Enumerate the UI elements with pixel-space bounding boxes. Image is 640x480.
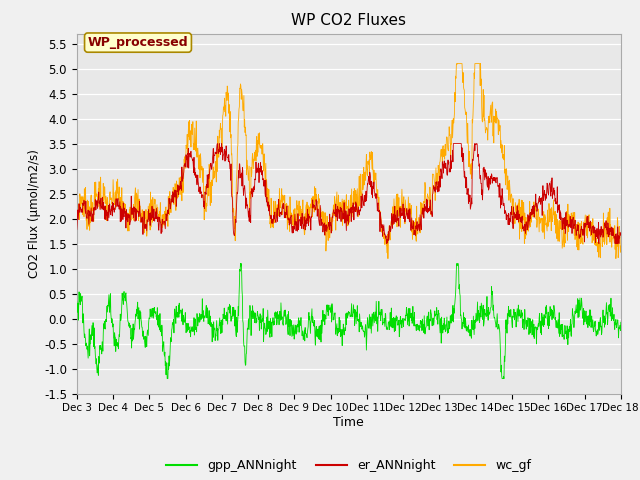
wc_gf [73, 192, 81, 198]
wc_gf [255, 132, 262, 137]
er_ANNnight [617, 232, 625, 238]
wc_gf [180, 161, 188, 167]
X-axis label: Time: Time [333, 416, 364, 429]
Line: er_ANNnight: er_ANNnight [77, 144, 621, 243]
er_ANNnight [73, 227, 81, 232]
wc_gf [505, 197, 513, 203]
er_ANNnight [383, 240, 390, 247]
er_ANNnight [434, 189, 442, 195]
er_ANNnight [180, 163, 188, 168]
gpp_ANNnight [505, 313, 513, 319]
Title: WP CO2 Fluxes: WP CO2 Fluxes [291, 13, 406, 28]
er_ANNnight [505, 211, 513, 217]
gpp_ANNnight [73, 298, 81, 304]
gpp_ANNnight [255, 327, 263, 333]
wc_gf [384, 256, 392, 262]
Line: gpp_ANNnight: gpp_ANNnight [77, 264, 621, 379]
er_ANNnight [214, 141, 221, 146]
wc_gf [553, 236, 561, 241]
er_ANNnight [194, 172, 202, 178]
gpp_ANNnight [434, 321, 442, 327]
gpp_ANNnight [181, 317, 189, 323]
er_ANNnight [255, 180, 263, 185]
gpp_ANNnight [163, 376, 171, 382]
gpp_ANNnight [617, 319, 625, 325]
gpp_ANNnight [237, 261, 244, 266]
wc_gf [194, 145, 202, 151]
wc_gf [453, 61, 461, 67]
er_ANNnight [553, 198, 561, 204]
Line: wc_gf: wc_gf [77, 64, 621, 259]
Y-axis label: CO2 Flux (μmol/m2/s): CO2 Flux (μmol/m2/s) [28, 149, 42, 278]
gpp_ANNnight [553, 320, 561, 325]
wc_gf [617, 243, 625, 249]
Legend: gpp_ANNnight, er_ANNnight, wc_gf: gpp_ANNnight, er_ANNnight, wc_gf [161, 455, 536, 477]
gpp_ANNnight [195, 320, 202, 325]
wc_gf [434, 178, 442, 183]
Text: WP_processed: WP_processed [88, 36, 188, 49]
